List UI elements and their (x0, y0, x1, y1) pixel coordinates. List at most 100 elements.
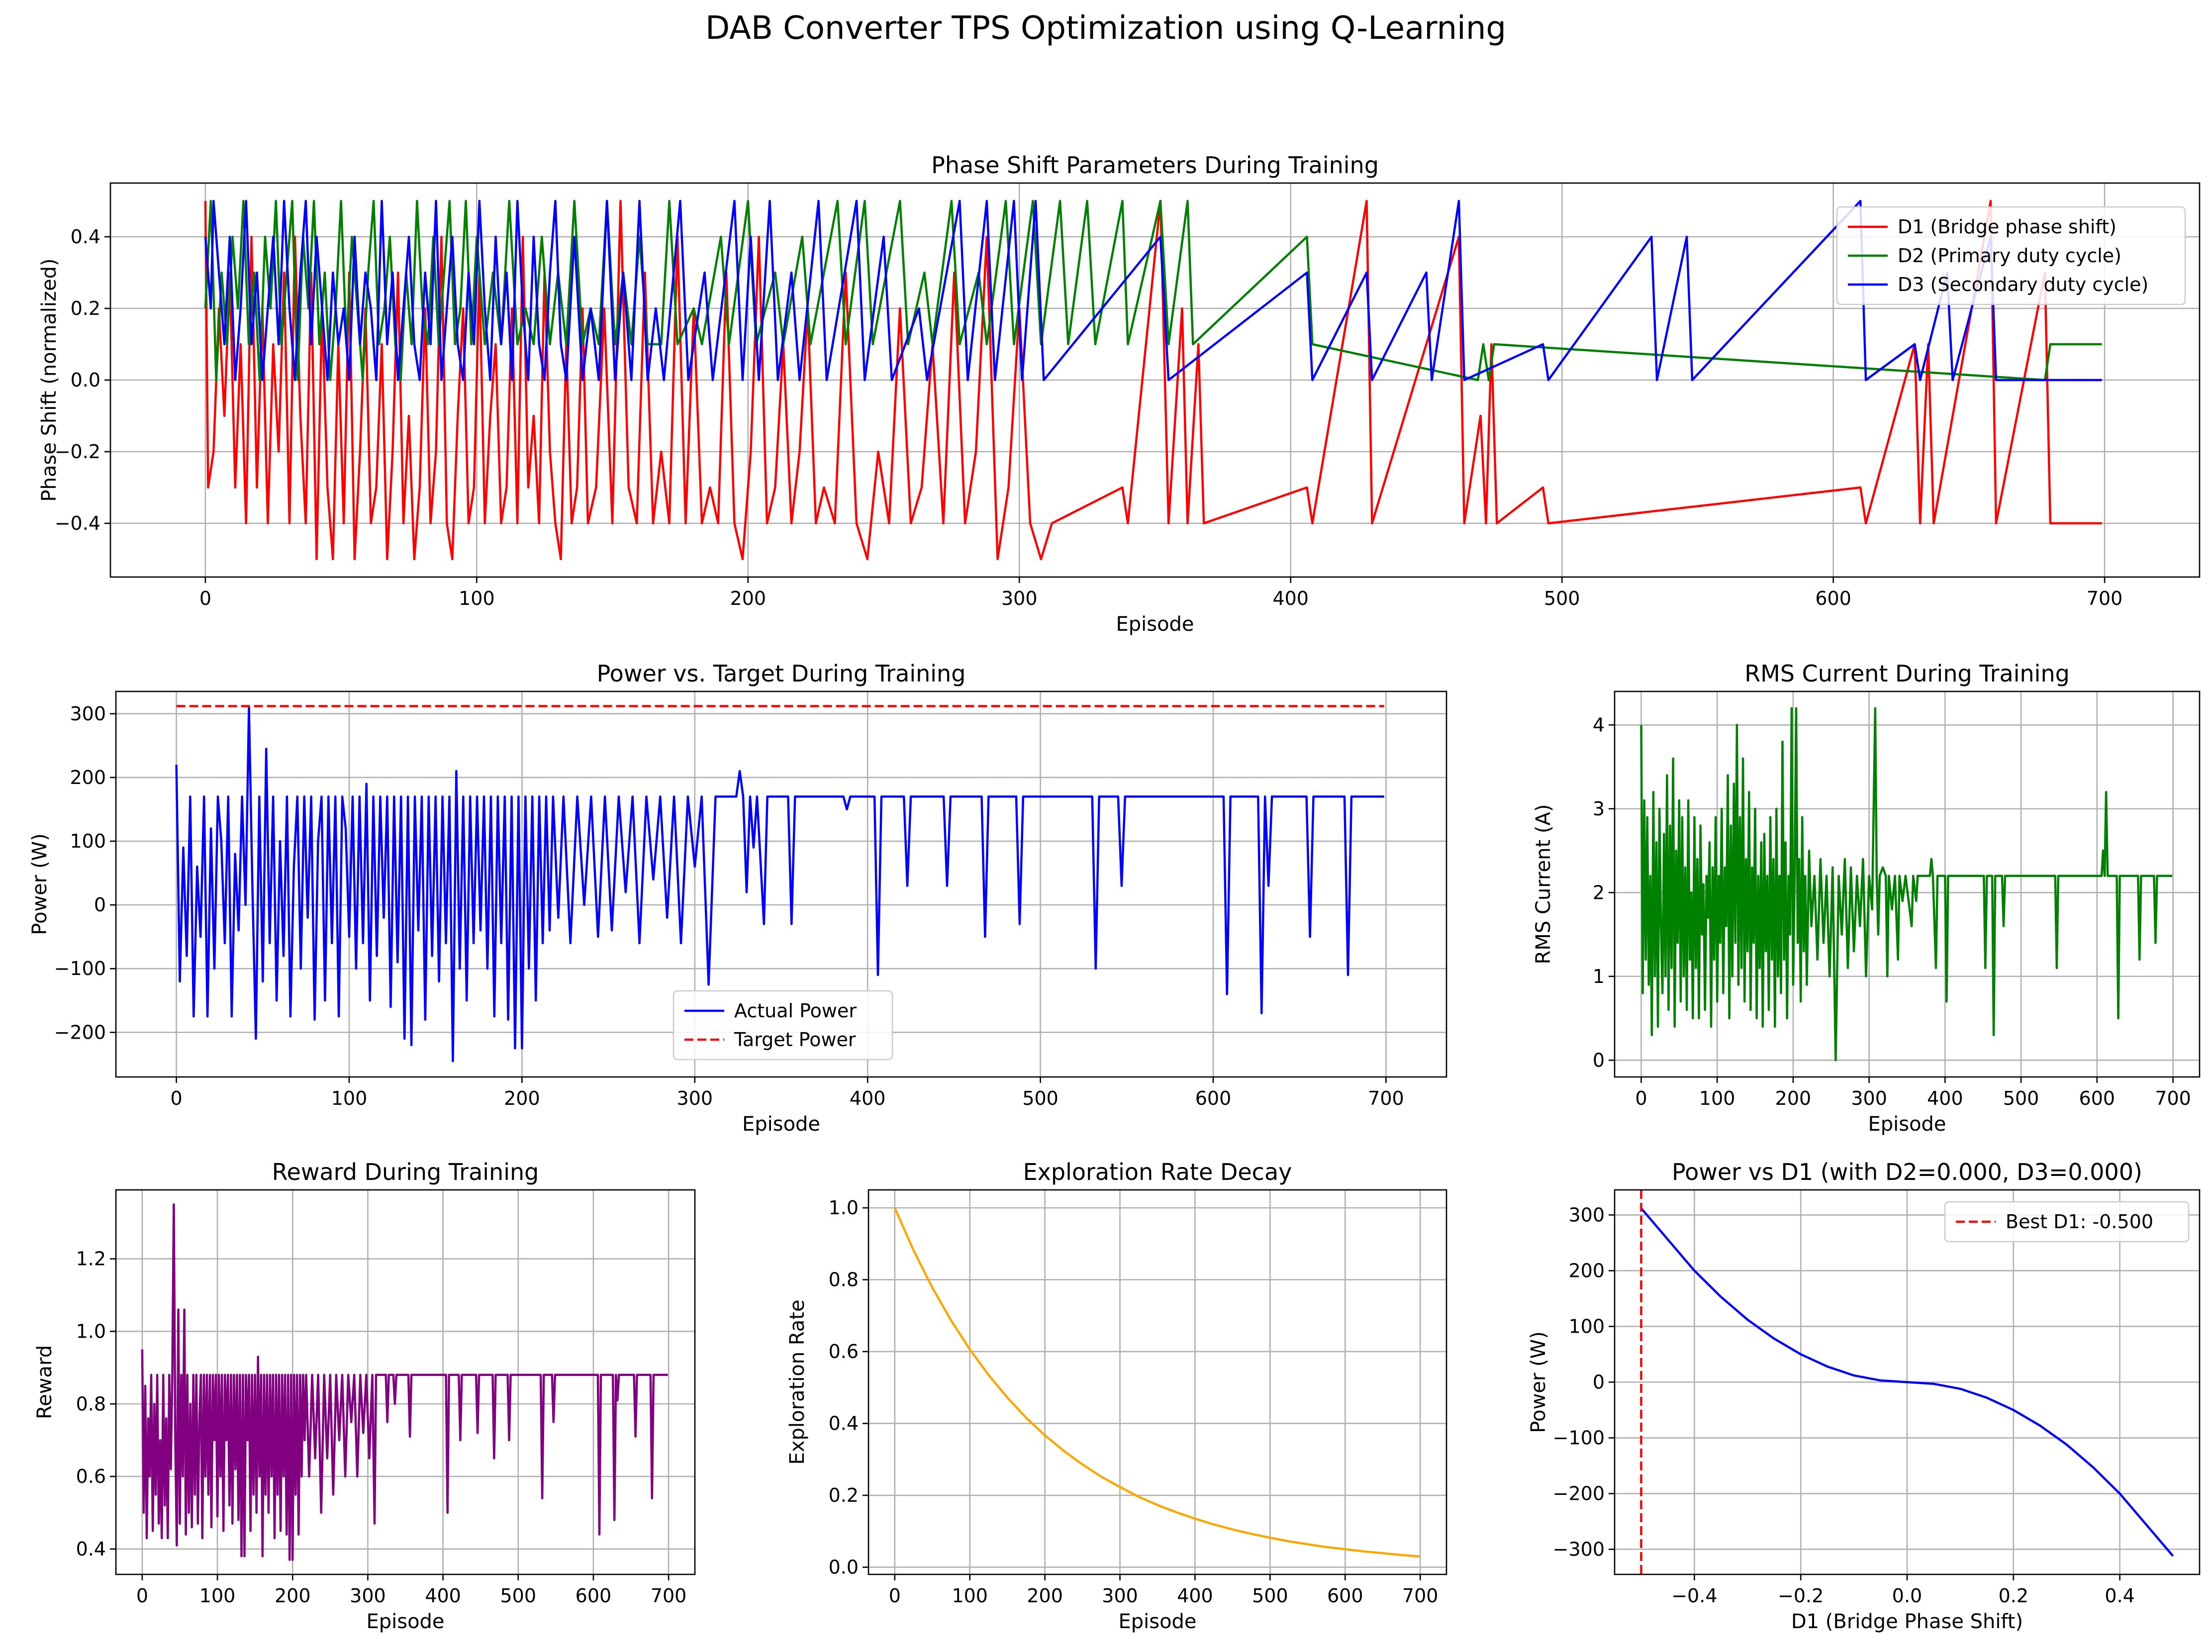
y-tick-label: −100 (54, 958, 106, 979)
y-tick-label: −300 (1553, 1539, 1605, 1560)
legend-label: Target Power (734, 1029, 856, 1051)
legend-label: Actual Power (734, 1000, 857, 1022)
y-tick-label: 0.6 (76, 1465, 106, 1487)
series-group (204, 199, 2102, 561)
x-tick-label: 500 (1544, 587, 1580, 609)
x-tick-label: 200 (275, 1585, 311, 1607)
series-group (1640, 707, 2172, 1062)
x-tick-label: 700 (1368, 1087, 1404, 1109)
y-axis-label: Reward (33, 1345, 56, 1419)
y-axis-label: Exploration Rate (786, 1300, 809, 1465)
y-tick-label: 0.4 (71, 226, 100, 248)
chart-title: Exploration Rate Decay (1023, 1159, 1292, 1185)
explore-series-1-line (893, 1207, 1420, 1558)
y-tick-label: 0 (94, 894, 106, 916)
series-group (141, 1203, 668, 1561)
x-tick-label: 400 (425, 1585, 461, 1607)
x-tick-label: 700 (2155, 1087, 2191, 1109)
x-axis-label: Episode (1868, 1113, 1946, 1136)
rms-series-1-line (1640, 707, 2172, 1062)
x-axis-label: Episode (366, 1610, 444, 1633)
x-tick-label: 200 (1027, 1585, 1063, 1607)
x-tick-label: 100 (459, 587, 495, 609)
x-tick-label: 100 (952, 1585, 988, 1607)
y-tick-label: 300 (1568, 1204, 1605, 1226)
y-tick-label: 0 (1593, 1049, 1605, 1071)
y-tick-label: 2 (1593, 881, 1605, 903)
y-tick-label: 0.6 (829, 1341, 859, 1362)
power-series-1-line (175, 706, 1384, 1063)
phase-chart: 0 100 200 300 400 500 600 700 −0.4 −0.2 0.0 0.2 0.4 P… (38, 152, 2201, 636)
x-tick-label: −0.2 (1778, 1585, 1824, 1607)
legend: Actual Power Target Power (673, 990, 893, 1061)
x-tick-label: 100 (1699, 1087, 1735, 1109)
power-chart: 0 100 200 300 400 500 600 700 −200 −100 0 100 200 300… (28, 660, 1447, 1136)
y-axis-label: RMS Current (A) (1532, 804, 1555, 965)
phase-series-1-line (204, 199, 2102, 561)
x-tick-label: 300 (1102, 1585, 1138, 1607)
y-tick-label: 0.0 (829, 1556, 859, 1578)
x-tick-label: 700 (2087, 587, 2123, 609)
reward-chart: 0 100 200 300 400 500 600 700 0.4 0.6 0.8 1.0 1.2 Rew… (33, 1159, 696, 1633)
x-tick-label: 700 (1402, 1585, 1439, 1607)
x-tick-label: 0.0 (1892, 1585, 1922, 1607)
x-tick-label: 500 (1022, 1087, 1058, 1109)
reward-series-1-line (141, 1203, 668, 1561)
y-tick-label: 3 (1593, 798, 1605, 820)
y-tick-label: 300 (70, 703, 106, 725)
chart-panels: 0 100 200 300 400 500 600 700−0.4−0.20.00.20.4P… (28, 152, 2201, 1633)
x-tick-label: 200 (730, 587, 767, 609)
y-tick-label: −200 (1553, 1483, 1605, 1505)
x-tick-label: 400 (1927, 1087, 1963, 1109)
y-tick-label: −100 (1553, 1427, 1605, 1449)
y-tick-label: 1 (1593, 966, 1605, 987)
y-tick-label: 100 (70, 830, 106, 852)
x-tick-label: 300 (350, 1585, 386, 1607)
y-tick-label: 0.2 (829, 1484, 859, 1506)
x-tick-label: 600 (1815, 587, 1851, 609)
y-tick-label: 0.8 (829, 1269, 859, 1291)
y-tick-label: −0.4 (55, 512, 100, 534)
x-tick-label: 500 (2003, 1087, 2039, 1109)
y-tick-label: 0.4 (829, 1413, 859, 1435)
x-tick-label: 200 (1775, 1087, 1812, 1109)
legend-label: Best D1: -0.500 (2006, 1211, 2153, 1233)
phase-series-3-line (204, 199, 2102, 382)
legend-label: D1 (Bridge phase shift) (1898, 216, 2116, 238)
x-axis-label: Episode (742, 1113, 820, 1136)
y-tick-label: 4 (1593, 714, 1605, 736)
y-axis-label: Phase Shift (normalized) (38, 258, 61, 501)
x-axis-label: Episode (1118, 1610, 1196, 1633)
series-group (1640, 1190, 2174, 1574)
y-tick-label: 200 (70, 767, 106, 788)
plot-frame (115, 1189, 696, 1575)
chart-title: Phase Shift Parameters During Training (931, 152, 1379, 179)
y-tick-label: −0.2 (55, 441, 100, 463)
chart-title: Power vs. Target During Training (597, 660, 966, 687)
legend-box (1944, 1201, 2190, 1243)
y-tick-label: 1.0 (76, 1320, 106, 1342)
y-tick-label: 0.8 (76, 1393, 106, 1415)
rms-chart: 0 100 200 300 400 500 600 700 0 1 2 3 4 RMS Current D… (1532, 660, 2201, 1136)
x-tick-label: 400 (850, 1087, 886, 1109)
x-tick-label: 300 (1001, 587, 1038, 609)
y-tick-label: 0.4 (76, 1538, 106, 1560)
x-axis-label: D1 (Bridge Phase Shift) (1791, 1610, 2023, 1633)
x-tick-label: 400 (1272, 587, 1309, 609)
y-tick-label: −200 (54, 1021, 106, 1043)
x-tick-label: 500 (500, 1585, 536, 1607)
legend: Best D1: -0.500 (1944, 1201, 2190, 1243)
x-tick-label: 700 (651, 1585, 687, 1607)
series-group (175, 705, 1384, 1063)
figure-title: DAB Converter TPS Optimization using Q-L… (705, 10, 1506, 47)
x-axis-label: Episode (1116, 613, 1194, 636)
legend-box (673, 990, 893, 1061)
x-tick-label: −0.4 (1671, 1585, 1717, 1607)
y-axis-label: Power (W) (1527, 1331, 1550, 1433)
y-tick-label: 100 (1568, 1315, 1605, 1337)
chart-title: RMS Current During Training (1744, 660, 2070, 687)
y-axis-label: Power (W) (28, 833, 51, 935)
x-tick-label: 0 (136, 1585, 148, 1607)
x-tick-label: 500 (1252, 1585, 1288, 1607)
